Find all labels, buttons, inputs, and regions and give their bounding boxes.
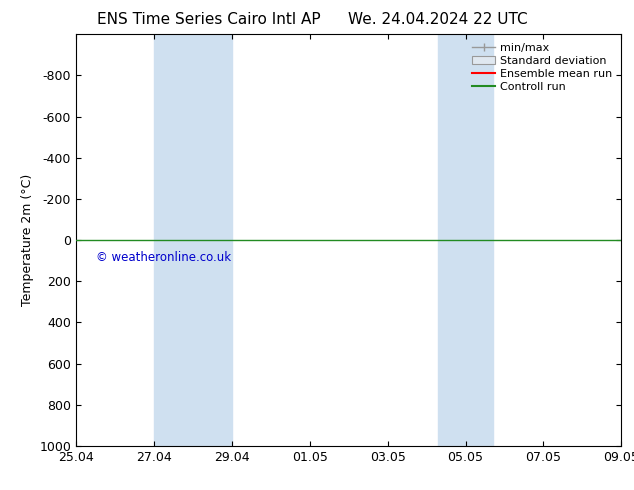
Y-axis label: Temperature 2m (°C): Temperature 2m (°C) (21, 174, 34, 306)
Bar (465, 34, 493, 446)
Text: © weatheronline.co.uk: © weatheronline.co.uk (96, 251, 231, 264)
Bar (193, 34, 232, 446)
Legend: min/max, Standard deviation, Ensemble mean run, Controll run: min/max, Standard deviation, Ensemble me… (469, 40, 616, 95)
Bar (438, 34, 465, 446)
Bar (154, 34, 193, 446)
Text: ENS Time Series Cairo Intl AP: ENS Time Series Cairo Intl AP (98, 12, 321, 27)
Text: We. 24.04.2024 22 UTC: We. 24.04.2024 22 UTC (347, 12, 527, 27)
